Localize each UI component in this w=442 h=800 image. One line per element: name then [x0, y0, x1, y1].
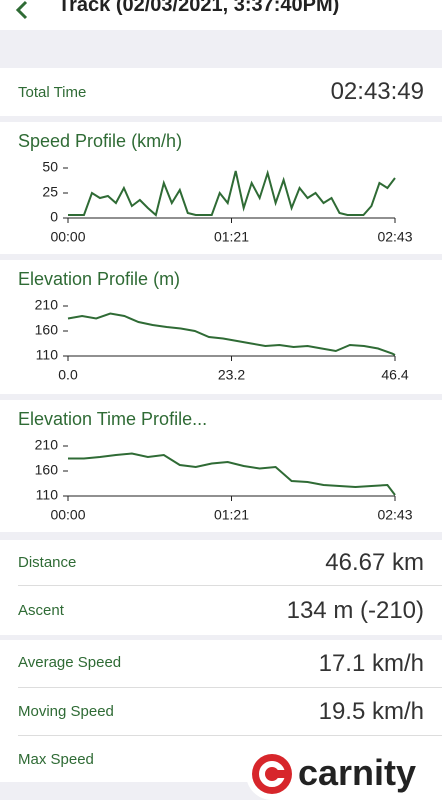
y-tick-label: 0: [50, 209, 58, 225]
chart-title: Speed Profile (km/h): [18, 131, 182, 151]
x-tick-label: 02:43: [377, 229, 412, 245]
chart: Elevation Profile (m) 110 160 210 0.0 23.2 46.…: [0, 260, 442, 394]
nav-bar: Track (02/03/2021, 3:37:40PM): [0, 0, 442, 30]
y-tick-label: 210: [35, 297, 59, 313]
y-tick-label: 25: [42, 184, 58, 200]
row-label: Total Time: [18, 84, 87, 101]
x-tick-label: 01:21: [214, 507, 249, 523]
y-tick-label: 110: [36, 487, 59, 503]
watermark-text: carnity: [298, 752, 417, 793]
chart-title: Elevation Time Profile...: [18, 409, 207, 429]
data-line: [68, 452, 396, 496]
row-value: 19.5 km/h: [318, 698, 424, 725]
watermark: carnity: [246, 748, 442, 800]
x-tick-label: 00:00: [50, 229, 85, 245]
y-tick-label: 210: [35, 437, 59, 453]
row-label: Ascent: [18, 602, 64, 619]
chart-title: Elevation Profile (m): [18, 269, 180, 289]
row-label: Average Speed: [18, 654, 122, 671]
x-tick-label: 0.0: [58, 367, 78, 383]
x-tick-label: 23.2: [218, 367, 245, 383]
separator: [18, 585, 442, 586]
separator: [18, 687, 442, 688]
row-label: Moving Speed: [18, 703, 114, 720]
row-value: 02:43:49: [330, 78, 424, 105]
chart: Elevation Time Profile... 110 160 210 00:00 0…: [0, 400, 442, 532]
total-time-row: Total Time 02:43:49: [0, 68, 442, 116]
y-tick-label: 160: [35, 462, 59, 478]
data-line: [67, 312, 396, 356]
x-tick-label: 02:43: [377, 507, 412, 523]
separator: [18, 735, 442, 736]
y-tick-label: 50: [42, 159, 58, 175]
watermark-logo: [252, 754, 292, 794]
y-tick-label: 160: [35, 322, 59, 338]
x-tick-label: 46.4: [381, 367, 408, 383]
row-label: Distance: [18, 554, 77, 571]
data-line: [68, 169, 396, 217]
row-label: Max Speed: [18, 751, 94, 768]
x-tick-label: 00:00: [50, 507, 85, 523]
chart: Speed Profile (km/h) 0 25 50 00:00 01:21 02:43: [0, 122, 442, 254]
y-tick-label: 110: [36, 347, 59, 363]
row-value: 17.1 km/h: [318, 650, 424, 677]
row-value: 134 m (-210): [286, 597, 424, 624]
back-button[interactable]: [10, 0, 34, 22]
row-value: 46.67 km: [325, 549, 424, 576]
x-tick-label: 01:21: [214, 229, 249, 245]
stats-group: Distance 46.67 km Ascent 134 m (-210): [0, 540, 442, 635]
nav-title: Track (02/03/2021, 3:37:40PM): [58, 0, 340, 16]
